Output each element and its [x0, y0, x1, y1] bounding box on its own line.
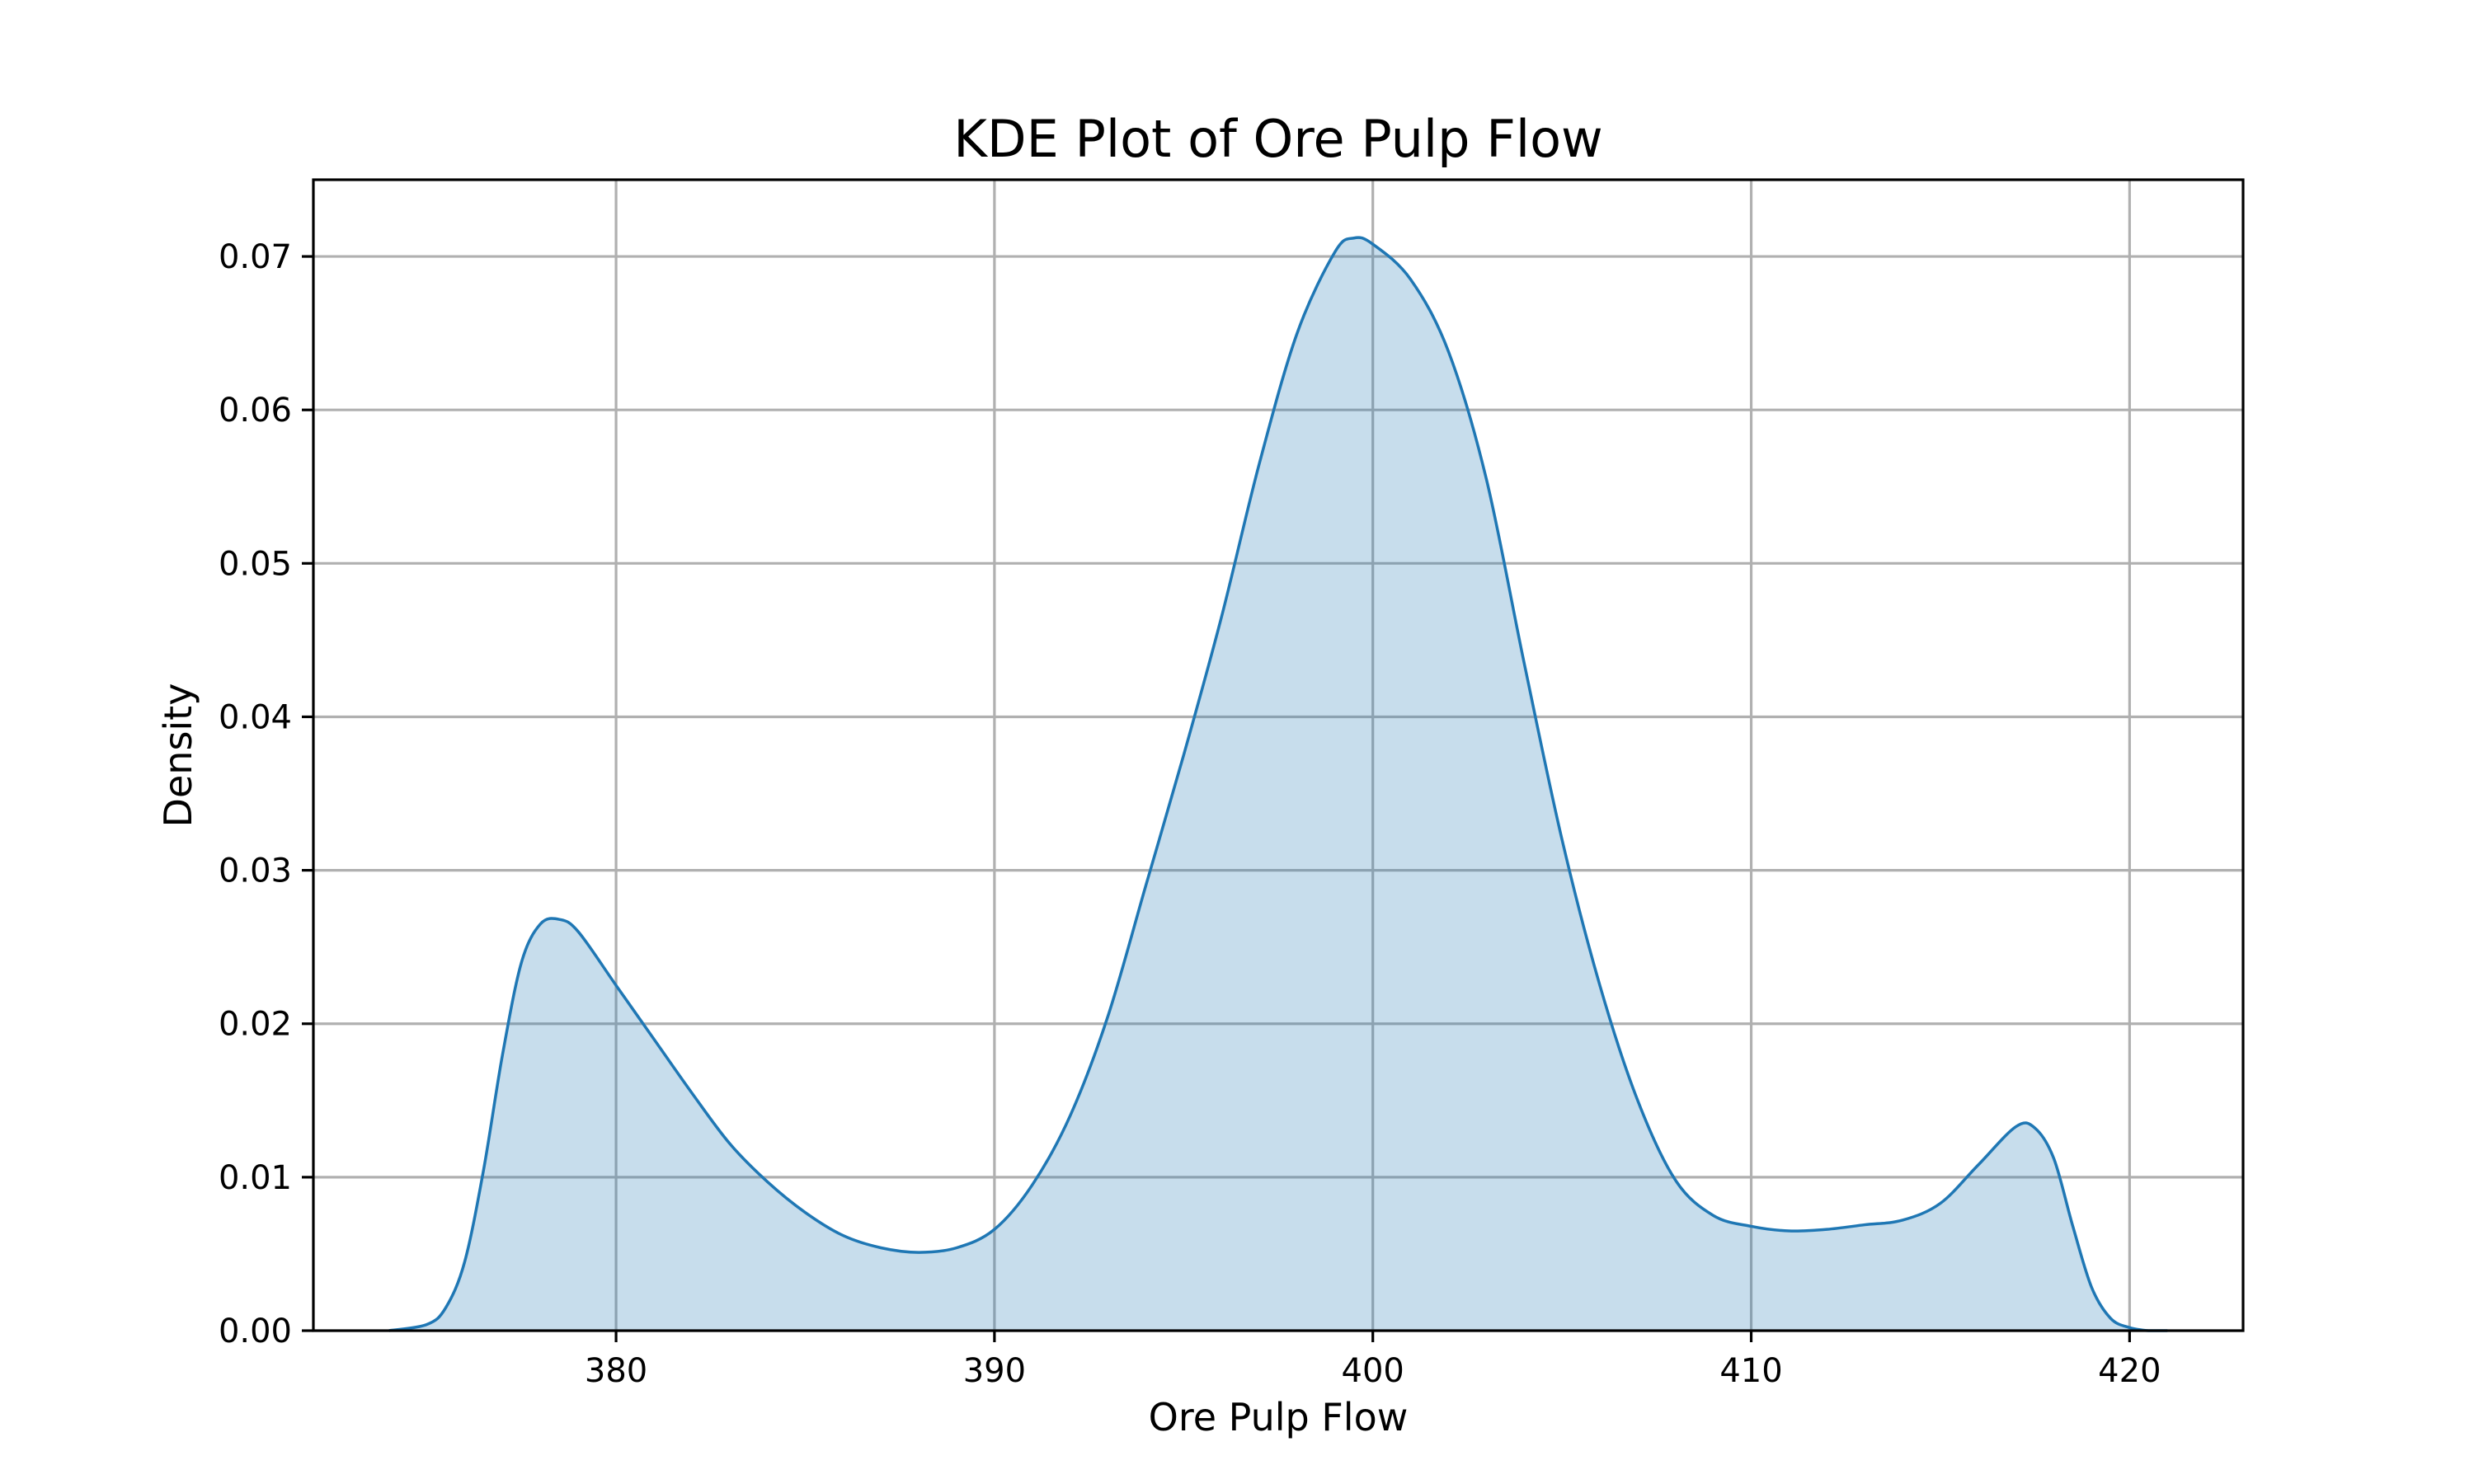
x-tick-label: 410: [1719, 1352, 1782, 1390]
y-tick-label: 0.04: [219, 698, 292, 736]
plot-frame: [312, 178, 2245, 1332]
density-fill: [388, 237, 2168, 1331]
density-area: [388, 236, 2168, 1332]
density-line: [388, 236, 2168, 1332]
ticks: 380 390 400 410 420 0.00 0.01 0.02 0.03 0.04 0.05 0…: [219, 238, 2161, 1390]
chart-title: KDE Plot of Ore Pulp Flow: [953, 109, 1603, 169]
y-tick-label: 0.07: [219, 238, 292, 276]
y-tick-label: 0.00: [219, 1313, 292, 1350]
y-tick-label: 0.02: [219, 1006, 292, 1044]
x-tick-label: 400: [1342, 1352, 1404, 1390]
x-axis-label: Ore Pulp Flow: [1149, 1395, 1409, 1439]
y-tick-label: 0.06: [219, 392, 292, 430]
y-tick-label: 0.05: [219, 545, 292, 583]
x-tick-label: 390: [963, 1352, 1026, 1390]
y-axis-label: Density: [156, 683, 200, 828]
y-tick-label: 0.03: [219, 852, 292, 890]
x-tick-label: 420: [2098, 1352, 2161, 1390]
x-tick-label: 380: [585, 1352, 647, 1390]
y-tick-label: 0.01: [219, 1159, 292, 1197]
